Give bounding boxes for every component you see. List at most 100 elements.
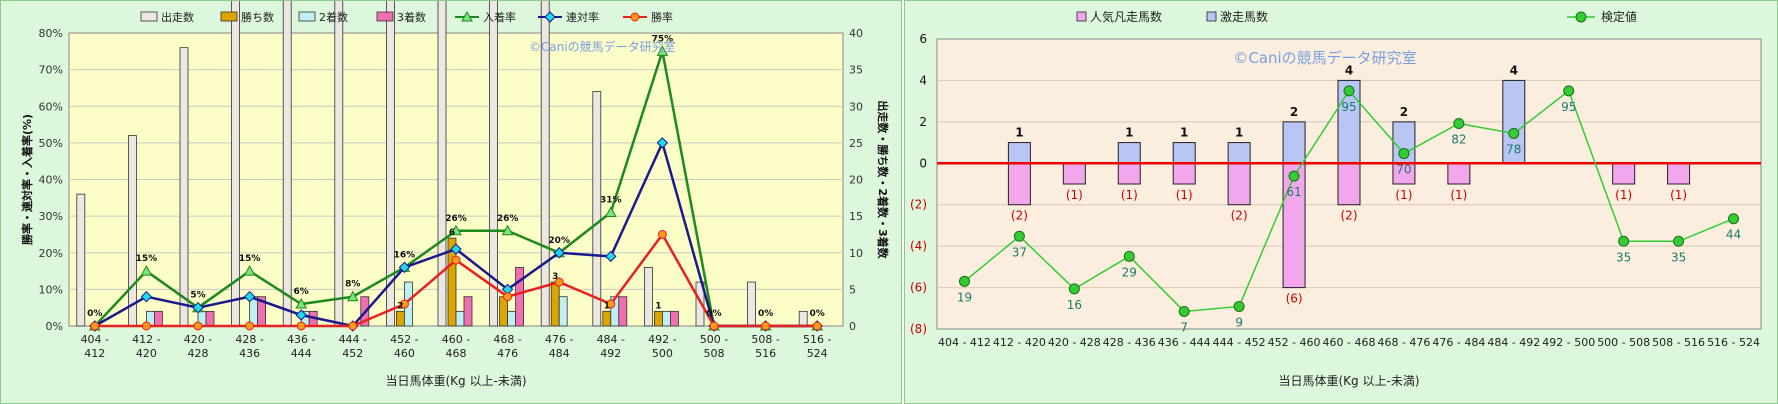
- bar-series-negative: [1007, 162, 1691, 289]
- data-point: [605, 250, 617, 263]
- bar: [463, 296, 473, 327]
- data-point: [1288, 170, 1300, 182]
- x-tick-label: 500 -508: [700, 333, 728, 360]
- bar: [447, 237, 457, 327]
- bar-value-label: 2: [1400, 105, 1408, 119]
- y-tick-right: 30: [849, 100, 863, 113]
- data-label: 0%: [810, 309, 825, 319]
- y-tick-right: 25: [849, 137, 863, 150]
- data-point: [140, 265, 153, 276]
- bar-series: [76, 1, 808, 327]
- y-tick-right: 35: [849, 64, 863, 77]
- x-tick-label: 468 - 476: [1377, 336, 1430, 349]
- watermark: ©Caniの競馬データ研究室: [529, 39, 676, 54]
- bar-value-label: 1: [1235, 126, 1243, 140]
- x-tick-label: 404 -412: [81, 333, 109, 360]
- data-label: 82: [1451, 132, 1466, 146]
- x-tick-label: 428 - 436: [1103, 336, 1156, 349]
- data-point: [1398, 148, 1410, 160]
- x-tick-label: 476 - 484: [1432, 336, 1485, 349]
- data-point: [192, 301, 204, 314]
- left-chart-panel: 0% 10% 20% 30% 40% 50% 60% 70% 80% 0 5 10 15 20 25 30 35…: [0, 0, 902, 404]
- bar: [1447, 162, 1471, 185]
- x-tick-label: 420 - 428: [1048, 336, 1101, 349]
- legend-label: 勝ち数: [241, 10, 274, 24]
- bar-value-label: (1): [1066, 188, 1083, 202]
- data-point: [656, 137, 669, 149]
- bar-value-label: 1: [655, 301, 661, 311]
- x-tick-label: 508 - 516: [1652, 336, 1705, 349]
- bar: [558, 296, 568, 327]
- data-point: [503, 292, 513, 302]
- data-point: [398, 261, 411, 274]
- bar: [1227, 142, 1251, 164]
- bar: [695, 281, 705, 327]
- data-point: [245, 321, 255, 331]
- watermark: ©Caniの競馬データ研究室: [1233, 49, 1416, 67]
- data-label: 15%: [239, 254, 261, 264]
- bar: [1667, 162, 1691, 185]
- bar: [395, 310, 405, 327]
- data-point: [295, 297, 308, 309]
- bar: [1007, 142, 1031, 164]
- legend: 人気凡走馬数 激走馬数 検定値: [1076, 9, 1637, 24]
- data-label: 37: [1012, 245, 1027, 259]
- y-tick-left: 0%: [46, 320, 63, 333]
- data-label: 95: [1341, 100, 1356, 114]
- data-point: [709, 321, 719, 331]
- bar: [385, 1, 395, 327]
- bar: [1117, 142, 1141, 164]
- data-point: [450, 224, 462, 236]
- legend-swatch: [298, 11, 316, 22]
- data-point: [295, 309, 307, 321]
- bar: [153, 310, 163, 327]
- x-tick-label: 452 - 460: [1268, 336, 1321, 349]
- data-point: [1068, 283, 1080, 295]
- bar: [654, 310, 663, 327]
- y-tick-left: 50%: [39, 137, 63, 150]
- y-tick-left: 20%: [39, 247, 63, 260]
- y-tick-left: 10%: [39, 283, 63, 296]
- bar: [507, 310, 517, 327]
- bar: [179, 47, 189, 327]
- data-label: 95: [1561, 100, 1576, 114]
- x-tick-label: 516 - 524: [1707, 336, 1760, 349]
- bar: [1337, 162, 1361, 206]
- bar-series-positive: [1007, 79, 1526, 164]
- data-point: [140, 290, 153, 303]
- legend-label: 入着率: [483, 10, 516, 24]
- left-chart: 0%10%20%30%40%50%60%70%80%05101520253035…: [20, 1, 890, 388]
- legend-label: 検定値: [1601, 9, 1637, 24]
- bar: [798, 310, 808, 327]
- bar: [489, 1, 499, 327]
- bar-value-label: (1): [1121, 188, 1138, 202]
- data-point: [296, 321, 306, 331]
- data-point: [1508, 127, 1520, 139]
- data-point: [1233, 300, 1245, 312]
- y-tick: (4): [910, 239, 927, 253]
- x-tick-label: 444 -452: [339, 333, 367, 360]
- legend-swatch: [1206, 11, 1217, 22]
- data-label: 0%: [87, 309, 102, 319]
- data-label: 5%: [190, 291, 205, 301]
- data-point: [348, 321, 358, 331]
- legend-label: 連対率: [566, 10, 599, 24]
- bar: [662, 310, 671, 327]
- data-point: [90, 321, 100, 331]
- data-label: 20%: [548, 236, 570, 246]
- bar-value-label: (2): [1231, 209, 1248, 223]
- legend-label: 2着数: [319, 10, 348, 24]
- bar: [1612, 162, 1636, 185]
- y-tick-left: 70%: [39, 64, 63, 77]
- data-point: [606, 299, 616, 309]
- bar-value-label: (2): [1341, 209, 1358, 223]
- y-tick-left: 60%: [39, 100, 63, 113]
- data-point: [657, 229, 667, 239]
- legend-marker: [544, 11, 556, 23]
- bar: [670, 310, 679, 327]
- x-tick-label: 476 -484: [545, 333, 573, 360]
- bar: [1282, 121, 1306, 164]
- bar: [550, 281, 560, 327]
- y-tick-right: 0: [849, 320, 856, 333]
